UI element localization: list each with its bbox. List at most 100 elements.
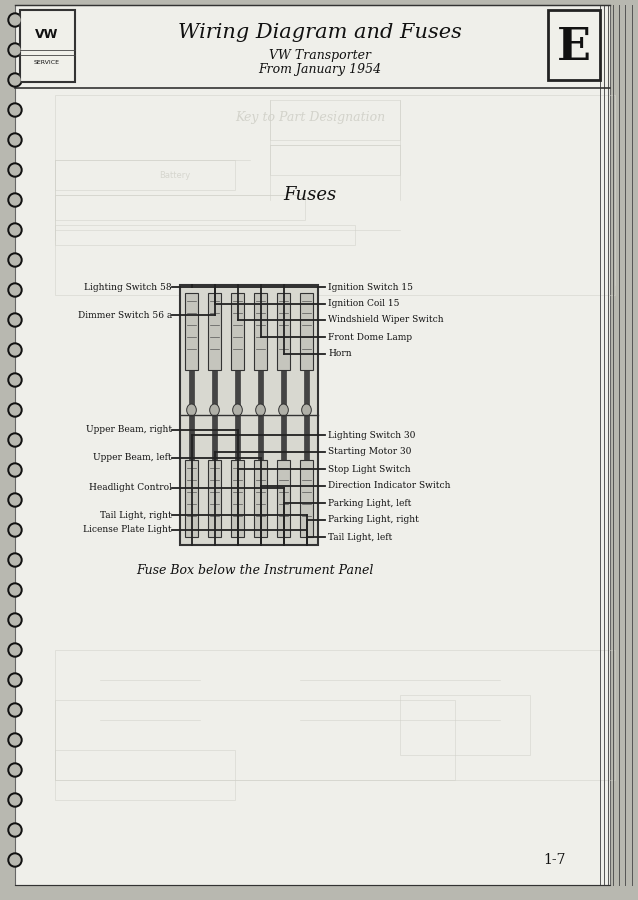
Circle shape: [8, 103, 22, 117]
Circle shape: [10, 225, 20, 235]
Circle shape: [8, 583, 22, 597]
Text: Tail Light, left: Tail Light, left: [328, 533, 392, 542]
Circle shape: [8, 553, 22, 567]
Circle shape: [8, 823, 22, 837]
Text: Windshield Wiper Switch: Windshield Wiper Switch: [328, 316, 443, 325]
Text: Upper Beam, right: Upper Beam, right: [86, 426, 172, 435]
Text: From January 1954: From January 1954: [258, 64, 382, 76]
Circle shape: [8, 853, 22, 867]
Bar: [184, 293, 198, 370]
Text: Tail Light, right: Tail Light, right: [100, 510, 172, 519]
Circle shape: [8, 763, 22, 777]
Bar: [55, 195, 305, 220]
Bar: [55, 95, 615, 295]
Circle shape: [10, 315, 20, 325]
Circle shape: [10, 795, 20, 805]
Text: Lighting Switch 30: Lighting Switch 30: [328, 430, 415, 439]
Bar: [230, 460, 244, 537]
Circle shape: [8, 193, 22, 207]
Circle shape: [8, 223, 22, 237]
Bar: [270, 100, 400, 140]
Ellipse shape: [233, 404, 242, 416]
Circle shape: [10, 765, 20, 775]
Text: Stop Light Switch: Stop Light Switch: [328, 464, 411, 473]
Circle shape: [10, 525, 20, 535]
Circle shape: [10, 165, 20, 175]
Ellipse shape: [187, 404, 197, 416]
Circle shape: [8, 163, 22, 177]
Circle shape: [10, 825, 20, 835]
Text: Key to Part Designation: Key to Part Designation: [235, 112, 385, 124]
Circle shape: [8, 283, 22, 297]
Text: Front Dome Lamp: Front Dome Lamp: [328, 332, 412, 341]
Circle shape: [10, 15, 20, 25]
Circle shape: [8, 613, 22, 627]
Text: Wiring Diagram and Fuses: Wiring Diagram and Fuses: [178, 23, 462, 42]
Ellipse shape: [210, 404, 219, 416]
Text: Dimmer Switch 56 a: Dimmer Switch 56 a: [78, 310, 172, 320]
Circle shape: [10, 435, 20, 445]
Bar: [277, 293, 290, 370]
Bar: [20, 10, 75, 82]
Circle shape: [8, 673, 22, 687]
Circle shape: [8, 403, 22, 417]
Circle shape: [8, 253, 22, 267]
Text: Fuses: Fuses: [283, 186, 337, 204]
Circle shape: [10, 255, 20, 265]
Bar: [400, 695, 530, 755]
Circle shape: [10, 345, 20, 355]
Text: Parking Light, right: Parking Light, right: [328, 516, 419, 525]
Circle shape: [8, 793, 22, 807]
Circle shape: [10, 465, 20, 475]
Text: E: E: [557, 25, 591, 68]
Bar: [55, 650, 615, 780]
Bar: [207, 293, 221, 370]
Circle shape: [10, 195, 20, 205]
Circle shape: [10, 585, 20, 595]
Text: Headlight Control: Headlight Control: [89, 483, 172, 492]
Circle shape: [10, 75, 20, 85]
Circle shape: [8, 343, 22, 357]
Ellipse shape: [302, 404, 311, 416]
Bar: [55, 160, 235, 190]
Text: Direction Indicator Switch: Direction Indicator Switch: [328, 482, 450, 490]
Text: VW: VW: [35, 29, 59, 41]
Circle shape: [10, 135, 20, 145]
Circle shape: [10, 855, 20, 865]
Circle shape: [8, 433, 22, 447]
Ellipse shape: [279, 404, 288, 416]
Bar: [184, 460, 198, 537]
Circle shape: [8, 703, 22, 717]
Circle shape: [10, 375, 20, 385]
Circle shape: [8, 733, 22, 747]
Text: Lighting Switch 58: Lighting Switch 58: [84, 283, 172, 292]
Bar: [300, 460, 313, 537]
Text: Horn: Horn: [328, 349, 352, 358]
Bar: [270, 145, 400, 175]
Circle shape: [10, 705, 20, 715]
Ellipse shape: [256, 404, 265, 416]
Text: Fuse Box below the Instrument Panel: Fuse Box below the Instrument Panel: [137, 563, 374, 577]
Text: 1-7: 1-7: [544, 853, 567, 867]
Circle shape: [10, 645, 20, 655]
Circle shape: [10, 615, 20, 625]
Text: Parking Light, left: Parking Light, left: [328, 499, 412, 508]
Bar: [300, 293, 313, 370]
Bar: [548, 10, 600, 80]
Text: SERVICE: SERVICE: [34, 59, 60, 65]
Circle shape: [10, 45, 20, 55]
Circle shape: [10, 495, 20, 505]
Circle shape: [10, 675, 20, 685]
Bar: [55, 750, 235, 800]
Bar: [55, 225, 355, 245]
Text: VW Transporter: VW Transporter: [269, 49, 371, 61]
Text: Starting Motor 30: Starting Motor 30: [328, 447, 412, 456]
Bar: [253, 293, 267, 370]
Circle shape: [10, 405, 20, 415]
Circle shape: [8, 493, 22, 507]
Circle shape: [8, 13, 22, 27]
Text: License Plate Light: License Plate Light: [84, 526, 172, 535]
Bar: [180, 285, 318, 545]
Circle shape: [8, 133, 22, 147]
Circle shape: [8, 43, 22, 57]
